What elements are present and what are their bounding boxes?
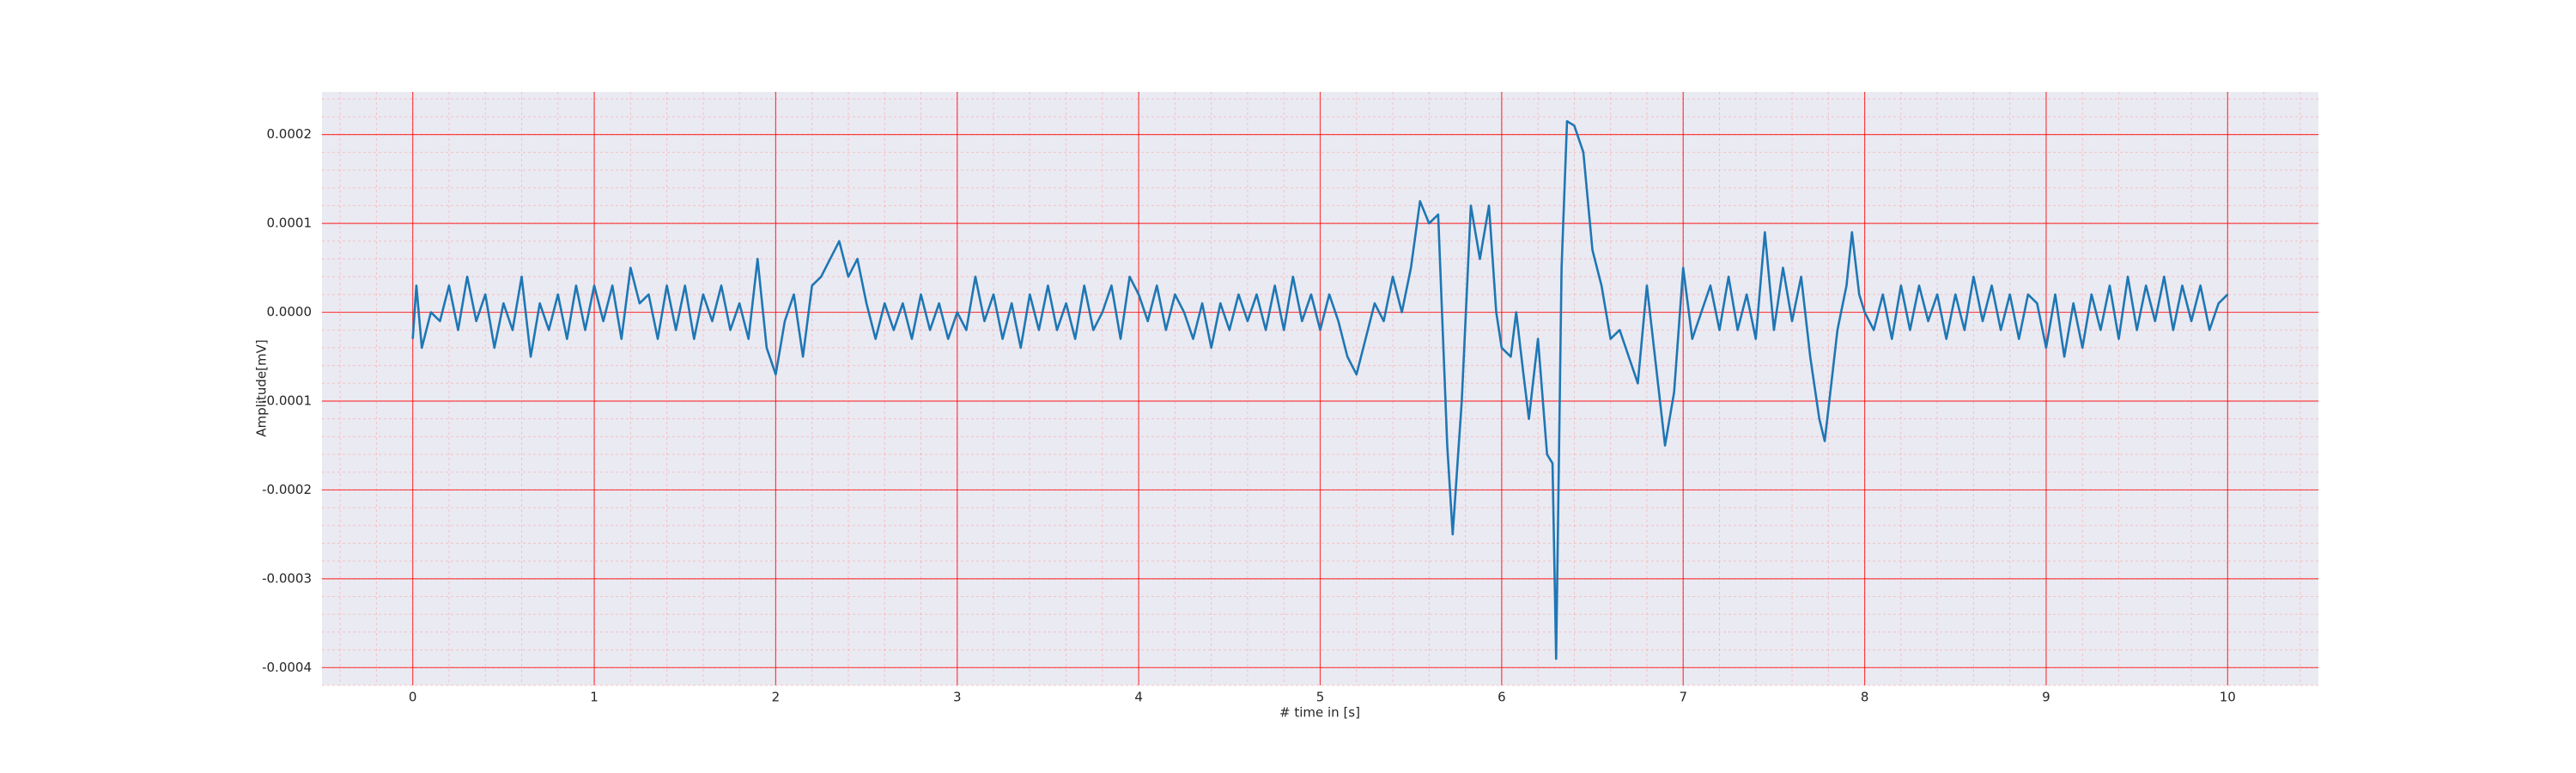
x-tick-label: 0 [409,690,417,705]
y-tick-label: -0.0001 [262,393,312,408]
y-axis-label: Amplitude[mV] [254,339,270,436]
x-axis-label: # time in [s] [1279,705,1360,721]
x-tick-label: 2 [772,690,781,705]
x-tick-label: 6 [1498,690,1506,705]
y-tick-label: 0.0002 [267,126,313,142]
x-tick-label: 9 [2042,690,2050,705]
x-tick-label: 7 [1679,690,1687,705]
signal-line [411,119,2229,660]
x-tick-label: 5 [1316,690,1325,705]
x-tick-label: 4 [1134,690,1143,705]
x-tick-label: 10 [2220,690,2236,705]
x-tick-label: 3 [953,690,962,705]
x-tick-label: 1 [590,690,598,705]
x-tick-label: 8 [1861,690,1869,705]
y-tick-label: 0.0000 [267,304,313,320]
y-tick-label: -0.0002 [262,482,312,497]
y-tick-label: 0.0001 [267,216,313,231]
y-tick-label: -0.0003 [262,570,312,586]
y-tick-label: -0.0004 [262,660,312,675]
